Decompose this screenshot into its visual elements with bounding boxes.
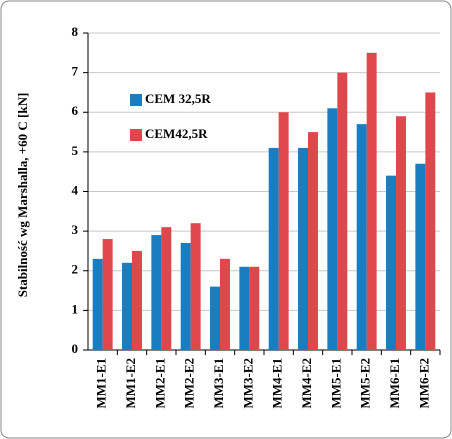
bar: [161, 227, 172, 350]
bar: [122, 262, 132, 350]
x-tick-label: MM2-E1: [152, 358, 167, 409]
bar: [356, 124, 367, 350]
bar: [298, 147, 308, 350]
y-tick-label: 0: [72, 341, 79, 356]
bar: [190, 223, 201, 350]
bar: [425, 92, 436, 350]
legend-label: CEM 32,5R: [145, 91, 211, 106]
y-tick-label: 7: [72, 64, 79, 79]
bar: [337, 72, 348, 350]
y-tick-label: 6: [72, 103, 79, 118]
bar: [151, 235, 162, 350]
y-tick-label: 4: [72, 182, 79, 197]
bar: [132, 250, 142, 350]
x-tick-label: MM3-E2: [240, 358, 255, 409]
y-tick-label: 1: [72, 301, 79, 316]
bar: [327, 108, 338, 350]
y-tick-label: 3: [72, 222, 79, 237]
x-tick-label: MM1-E2: [123, 358, 138, 409]
x-tick-label: MM6-E1: [387, 358, 402, 409]
bar: [396, 116, 406, 351]
bar: [239, 266, 250, 350]
x-tick-label: MM6-E2: [416, 358, 431, 409]
bar: [366, 52, 377, 350]
legend-swatch: [130, 129, 142, 141]
bar: [278, 112, 289, 350]
y-tick-label: 2: [72, 262, 79, 277]
bar: [220, 258, 230, 350]
x-tick-label: MM5-E2: [358, 358, 373, 409]
bar: [249, 266, 260, 350]
bar: [92, 258, 103, 350]
x-tick-label: MM3-E1: [211, 358, 226, 409]
bar: [268, 147, 279, 350]
y-tick-label: 8: [72, 24, 79, 39]
y-tick-label: 5: [72, 143, 79, 158]
legend-label: CEM42,5R: [145, 126, 208, 141]
bar: [102, 239, 113, 350]
x-tick-label: MM1-E1: [94, 358, 109, 409]
bar: [308, 132, 318, 350]
x-tick-label: MM5-E1: [328, 358, 343, 409]
bar: [415, 163, 426, 350]
x-tick-label: MM4-E1: [270, 358, 285, 409]
x-tick-label: MM4-E2: [299, 358, 314, 409]
bar: [210, 286, 220, 350]
legend-swatch: [130, 94, 142, 106]
x-tick-label: MM2-E2: [182, 358, 197, 409]
bar: [386, 175, 396, 350]
bar: [180, 243, 191, 350]
y-axis-label: Stabilność wg Marshalla, +60 C [kN]: [15, 93, 30, 298]
